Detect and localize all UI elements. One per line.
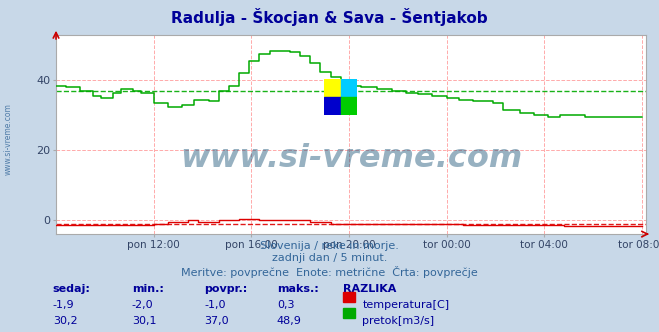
Text: www.si-vreme.com: www.si-vreme.com [3,104,13,175]
Text: min.:: min.: [132,284,163,294]
Bar [324,79,341,97]
Text: -2,0: -2,0 [132,300,154,310]
Text: Slovenija / reke in morje.: Slovenija / reke in morje. [260,241,399,251]
Text: povpr.:: povpr.: [204,284,248,294]
Bar [324,97,341,115]
Text: zadnji dan / 5 minut.: zadnji dan / 5 minut. [272,253,387,263]
Text: Radulja - Škocjan & Sava - Šentjakob: Radulja - Škocjan & Sava - Šentjakob [171,8,488,26]
Text: Meritve: povprečne  Enote: metrične  Črta: povprečje: Meritve: povprečne Enote: metrične Črta:… [181,266,478,278]
Bar [341,97,357,115]
Text: 30,2: 30,2 [53,316,77,326]
Text: 37,0: 37,0 [204,316,229,326]
Text: pretok[m3/s]: pretok[m3/s] [362,316,434,326]
Text: sedaj:: sedaj: [53,284,90,294]
Bar [341,79,357,97]
Text: -1,9: -1,9 [53,300,74,310]
Text: 0,3: 0,3 [277,300,295,310]
Text: 48,9: 48,9 [277,316,302,326]
Text: maks.:: maks.: [277,284,318,294]
Text: www.si-vreme.com: www.si-vreme.com [180,143,522,174]
Text: temperatura[C]: temperatura[C] [362,300,449,310]
Text: RAZLIKA: RAZLIKA [343,284,396,294]
Text: -1,0: -1,0 [204,300,226,310]
Text: 30,1: 30,1 [132,316,156,326]
